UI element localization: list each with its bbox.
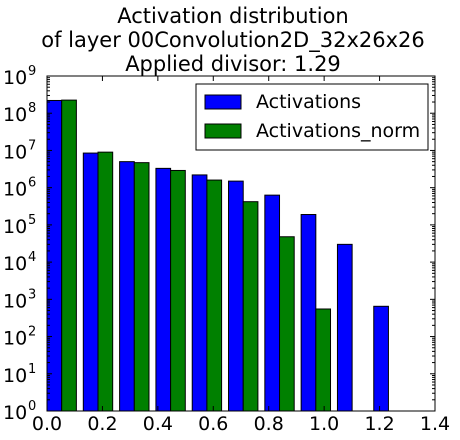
bar-activations-norm-6 (279, 236, 295, 412)
legend-label-activations: Activations (256, 91, 361, 113)
y-tick-label: 10 (3, 253, 27, 275)
y-tick-exponent: 7 (28, 138, 36, 153)
bar-activations-9 (373, 305, 389, 412)
y-tick-label: 10 (3, 365, 27, 387)
bar-activations-0 (46, 99, 63, 412)
legend: Activations Activations_norm (195, 83, 429, 151)
plot-frame (46, 75, 436, 412)
bar-activations-norm-0 (61, 99, 77, 412)
bar-activations-norm-1 (97, 151, 114, 412)
y-tick-label: 10 (3, 141, 27, 163)
y-tick-exponent: 9 (28, 64, 36, 79)
title-line-1: Activation distribution (117, 4, 348, 28)
y-tick-exponent: 1 (28, 362, 36, 377)
bar-activations-7 (300, 214, 317, 412)
title-line-2: of layer 00Convolution2D_32x26x26 (41, 28, 425, 53)
bar-activations-4 (191, 174, 208, 412)
x-tick-label: 0.6 (198, 413, 228, 435)
x-tick-label: 1.0 (309, 413, 339, 435)
legend-swatch-activations-norm (204, 123, 242, 139)
x-tick-label: 0.4 (143, 413, 173, 435)
y-tick-label: 10 (3, 179, 27, 201)
y-tick-label: 10 (3, 104, 27, 126)
y-tick-exponent: 0 (28, 399, 36, 414)
x-tick-label: 0.2 (87, 413, 117, 435)
y-tick-exponent: 2 (28, 325, 36, 340)
legend-box (195, 83, 429, 151)
y-tick-exponent: 3 (28, 287, 36, 302)
bar-activations-norm-7 (315, 308, 332, 412)
x-tick-label: 0.8 (254, 413, 284, 435)
bar-activations-1 (82, 152, 99, 412)
bar-activations-norm-3 (170, 169, 186, 412)
bar-activations-5 (228, 180, 244, 412)
y-tick-label: 10 (3, 216, 27, 238)
y-tick-label: 10 (3, 67, 27, 89)
bar-activations-8 (336, 243, 353, 412)
title-line-3: Applied divisor: 1.29 (125, 52, 341, 76)
legend-swatch-activations (204, 94, 242, 110)
y-tick-label: 10 (3, 328, 27, 350)
bar-activations-norm-5 (242, 201, 259, 412)
bar-activations-2 (119, 161, 135, 412)
y-tick-exponent: 8 (28, 101, 36, 116)
x-tick-label: 1.4 (420, 413, 450, 435)
x-tick-label: 1.2 (364, 413, 394, 435)
bar-activations-6 (264, 194, 281, 412)
legend-label-activations-norm: Activations_norm (256, 120, 420, 142)
bar-activations-norm-2 (133, 162, 150, 412)
axis-ticks: 0.0 0.2 0.4 0.6 0.8 1.0 1.2 1.410 010 110 210 310 41… (3, 64, 450, 435)
chart-title: Activation distribution of layer 00Convo… (41, 4, 425, 76)
y-tick-label: 10 (3, 402, 27, 424)
x-tick-label: 0.0 (32, 413, 62, 435)
bar-activations-norm-4 (206, 179, 223, 412)
bar-activations-3 (155, 167, 172, 412)
y-tick-exponent: 4 (28, 250, 36, 265)
y-tick-exponent: 6 (28, 176, 36, 191)
y-tick-label: 10 (3, 290, 27, 312)
bar-group (46, 99, 389, 412)
y-tick-exponent: 5 (28, 213, 36, 228)
